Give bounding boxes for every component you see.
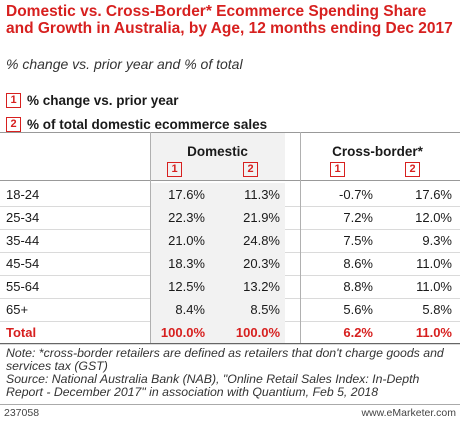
legend-badge: 2 xyxy=(6,116,21,132)
table-cell: 8.6% xyxy=(343,256,373,271)
table-cell: 13.2% xyxy=(243,279,280,294)
table-cell: 6.2% xyxy=(343,325,373,340)
column-badge: 2 xyxy=(405,162,420,177)
domestic-column-shade xyxy=(150,229,285,252)
legend-item-1: 1 % change vs. prior year xyxy=(6,88,267,112)
table-bottom-rule xyxy=(0,343,460,344)
table-cell: 8.4% xyxy=(175,302,205,317)
table-cell: 12.0% xyxy=(415,210,452,225)
footer: 237058 www.eMarketer.com xyxy=(0,404,460,421)
table-cell: 7.5% xyxy=(343,233,373,248)
row-label: 25-34 xyxy=(6,210,40,225)
row-label: 18-24 xyxy=(6,187,40,202)
column-divider xyxy=(150,132,151,344)
table-cell: 24.8% xyxy=(243,233,280,248)
table-cell: 8.5% xyxy=(250,302,280,317)
row-label: Total xyxy=(6,325,37,340)
brand-link[interactable]: www.eMarketer.com xyxy=(361,407,456,419)
row-label: 55-64 xyxy=(6,279,40,294)
group-header-domestic: Domestic xyxy=(187,144,248,159)
table-row: 45-54 18.3% 20.3% 8.6% 11.0% xyxy=(0,252,460,276)
domestic-column-shade xyxy=(150,252,285,275)
table-cell: 5.6% xyxy=(343,302,373,317)
table-cell: 11.3% xyxy=(244,187,280,202)
row-label: 35-44 xyxy=(6,233,40,248)
table-row-total: Total 100.0% 100.0% 6.2% 11.0% xyxy=(0,321,460,345)
domestic-column-shade xyxy=(150,183,285,206)
table-row: 25-34 22.3% 21.9% 7.2% 12.0% xyxy=(0,206,460,230)
column-divider xyxy=(300,132,301,344)
legend-label: % of total domestic ecommerce sales xyxy=(27,116,268,132)
domestic-column-shade xyxy=(150,275,285,298)
table-cell: 7.2% xyxy=(343,210,373,225)
table-cell: 8.8% xyxy=(343,279,373,294)
column-badge: 1 xyxy=(330,162,345,177)
legend: 1 % change vs. prior year 2 % of total d… xyxy=(6,88,267,136)
table-cell: 21.0% xyxy=(168,233,205,248)
note-text: Note: *cross-border retailers are define… xyxy=(6,346,444,373)
domestic-column-shade xyxy=(150,298,285,321)
table-cell: 100.0% xyxy=(160,325,205,340)
domestic-header-shade xyxy=(150,133,285,181)
table-cell: 17.6% xyxy=(168,187,205,202)
table-cell: 21.9% xyxy=(243,210,280,225)
table-cell: 9.3% xyxy=(422,233,452,248)
row-label: 45-54 xyxy=(6,256,40,271)
table-cell: 11.0% xyxy=(416,256,452,271)
footnote: Note: *cross-border retailers are define… xyxy=(6,347,454,399)
legend-label: % change vs. prior year xyxy=(27,92,179,108)
row-label: 65+ xyxy=(6,302,29,317)
table-cell: 11.0% xyxy=(416,279,452,294)
chart-id: 237058 xyxy=(4,407,40,419)
table-cell: 12.5% xyxy=(168,279,205,294)
table-header: Domestic Cross-border* 1 2 1 2 xyxy=(0,132,460,181)
legend-badge: 1 xyxy=(6,92,21,108)
table-cell: 11.0% xyxy=(415,325,452,340)
table-cell: 17.6% xyxy=(415,187,452,202)
chart-title: Domestic vs. Cross-Border* Ecommerce Spe… xyxy=(6,3,453,37)
table-row: 35-44 21.0% 24.8% 7.5% 9.3% xyxy=(0,229,460,253)
table-cell: 20.3% xyxy=(243,256,280,271)
table-cell: -0.7% xyxy=(339,187,373,202)
table-cell: 5.8% xyxy=(422,302,452,317)
header-divider xyxy=(0,180,460,181)
domestic-column-shade xyxy=(150,321,285,344)
legend-item-2: 2 % of total domestic ecommerce sales xyxy=(6,112,267,136)
chart-subtitle: % change vs. prior year and % of total xyxy=(6,56,243,72)
table-cell: 18.3% xyxy=(168,256,205,271)
column-badge: 2 xyxy=(243,162,258,177)
table-row: 65+ 8.4% 8.5% 5.6% 5.8% xyxy=(0,298,460,322)
column-badge: 1 xyxy=(167,162,182,177)
table-row: 55-64 12.5% 13.2% 8.8% 11.0% xyxy=(0,275,460,299)
group-header-cross-border: Cross-border* xyxy=(332,144,423,159)
domestic-column-shade xyxy=(150,206,285,229)
table-row: 18-24 17.6% 11.3% -0.7% 17.6% xyxy=(0,183,460,207)
table-cell: 22.3% xyxy=(168,210,205,225)
table-cell: 100.0% xyxy=(235,325,280,340)
source-text: Source: National Australia Bank (NAB), "… xyxy=(6,372,420,399)
